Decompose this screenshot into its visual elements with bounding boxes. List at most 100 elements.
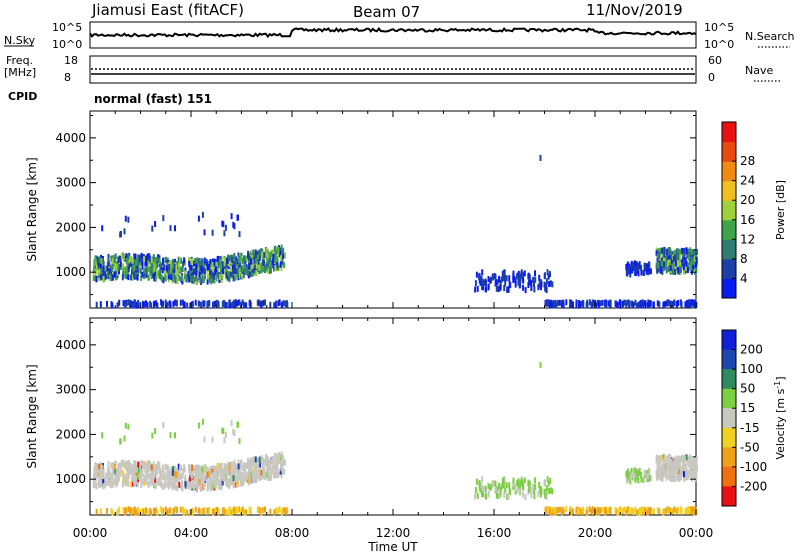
velocity-echo-cell [245, 476, 248, 482]
power-echo-cell [267, 255, 270, 262]
velocity-echo-cell [626, 468, 629, 475]
power-echo-cell [596, 299, 599, 306]
velocity-echo-cell [661, 454, 663, 461]
velocity-echo-cell [266, 472, 269, 479]
power-echo-cell [216, 255, 219, 262]
velocity-echo-cell [140, 459, 143, 466]
power-echo-cell [164, 274, 167, 281]
velocity-echo-cell [127, 481, 130, 488]
freq-right-tick-bottom: 0 [708, 71, 715, 84]
power-echo-cell [202, 301, 205, 308]
power-echo-cell [253, 262, 256, 269]
power-echo-cell [101, 270, 104, 277]
velocity-echo-cell [195, 470, 198, 477]
velocity-echo-cell [229, 478, 232, 485]
velocity-echo-cell [533, 493, 536, 500]
power-echo-cell [114, 253, 117, 260]
colorbar-tick-label: 100 [740, 362, 763, 376]
power-echo-cell [125, 258, 128, 264]
power-echo-cell [269, 267, 272, 274]
power-echo-cell [172, 259, 174, 265]
velocity-echo-cell [198, 507, 201, 514]
velocity-echo-cell [213, 466, 216, 473]
velocity-echo-cell [238, 506, 241, 513]
velocity-echo-cell [490, 483, 492, 490]
power-echo-cell [678, 254, 681, 261]
velocity-echo-cell [233, 463, 236, 469]
velocity-echo-cell [206, 471, 209, 478]
power-echo-cell [147, 253, 150, 260]
velocity-echo-cell [652, 508, 655, 515]
velocity-echo-cell [637, 477, 640, 484]
power-echo-cell [607, 300, 610, 307]
noise-left-tick-bottom: 10^0 [52, 38, 82, 51]
velocity-echo-cell [474, 493, 477, 500]
velocity-echo-cell [503, 492, 506, 499]
power-panel: 1000 2000 3000 4000 Slant Range [km] [25, 110, 698, 309]
power-echo-cell [189, 268, 191, 275]
velocity-echo-cell [218, 465, 221, 472]
velocity-echo-cell [136, 481, 139, 488]
velocity-echo-cell [216, 462, 219, 469]
velocity-echo-cell [114, 468, 117, 475]
velocity-echo-cell [145, 470, 148, 476]
power-echo-cell [672, 263, 675, 270]
velocity-echo-cell [214, 482, 217, 489]
velocity-echo-cell [97, 471, 99, 478]
velocity-echo-cell [256, 507, 259, 513]
power-echo-cell [605, 301, 608, 308]
power-echo-cell [233, 256, 236, 262]
power-echo-cell [631, 264, 634, 271]
power-echo-cell [210, 278, 213, 285]
velocity-echo-cell [475, 478, 478, 485]
velocity-echo-cell [98, 475, 101, 482]
power-echo-cell [195, 270, 198, 276]
velocity-echo-cell [484, 485, 487, 492]
velocity-echo-cell [162, 507, 165, 514]
velocity-echo-cell [688, 508, 691, 515]
power-echo-cell [116, 302, 119, 309]
velocity-echo-cell [127, 460, 130, 467]
velocity-echo-cell [124, 422, 127, 429]
power-echo-cell [658, 248, 661, 255]
velocity-echo-cell [677, 460, 680, 467]
velocity-echo-cell [128, 470, 130, 477]
power-echo-cell [127, 253, 130, 260]
power-echo-cell [217, 268, 219, 275]
power-echo-cell [177, 256, 180, 263]
velocity-echo-cell [109, 482, 112, 489]
power-echo-cell [662, 256, 665, 262]
velocity-echo-cell [121, 481, 124, 488]
power-echo-cell [588, 299, 591, 306]
velocity-echo-cell [123, 435, 126, 442]
colorbar-tick-label: 15 [740, 401, 755, 415]
power-echo-cell [235, 260, 238, 267]
velocity-echo-cell [230, 472, 232, 479]
velocity-echo-cell [236, 421, 239, 428]
velocity-echo-cell [656, 464, 659, 471]
velocity-echo-cell [267, 469, 270, 476]
power-echo-cell [174, 269, 177, 276]
velocity-echo-cell [279, 454, 282, 461]
power-echo-cell [579, 302, 582, 309]
velocity-echo-cell [118, 506, 121, 513]
power-echo-cell [134, 253, 137, 260]
velocity-echo-cell [638, 509, 641, 516]
velocity-echo-cell [164, 506, 167, 513]
velocity-echo-cell [659, 458, 662, 465]
power-echo-cell [616, 302, 619, 309]
velocity-echo-cell [224, 431, 227, 438]
velocity-echo-cell [274, 461, 277, 468]
velocity-echo-cell [191, 482, 194, 489]
velocity-echo-cell [213, 480, 216, 487]
power-echo-cell [621, 300, 624, 307]
power-echo-cell [671, 267, 674, 274]
power-echo-cell [262, 266, 265, 273]
velocity-echo-cell [690, 463, 693, 470]
velocity-echo-cell [162, 484, 165, 491]
velocity-echo-cell [234, 475, 237, 482]
power-echo-cell [141, 263, 144, 270]
power-echo-cell [648, 300, 651, 307]
velocity-echo-cell [687, 461, 690, 468]
power-echo-cell [586, 302, 588, 309]
